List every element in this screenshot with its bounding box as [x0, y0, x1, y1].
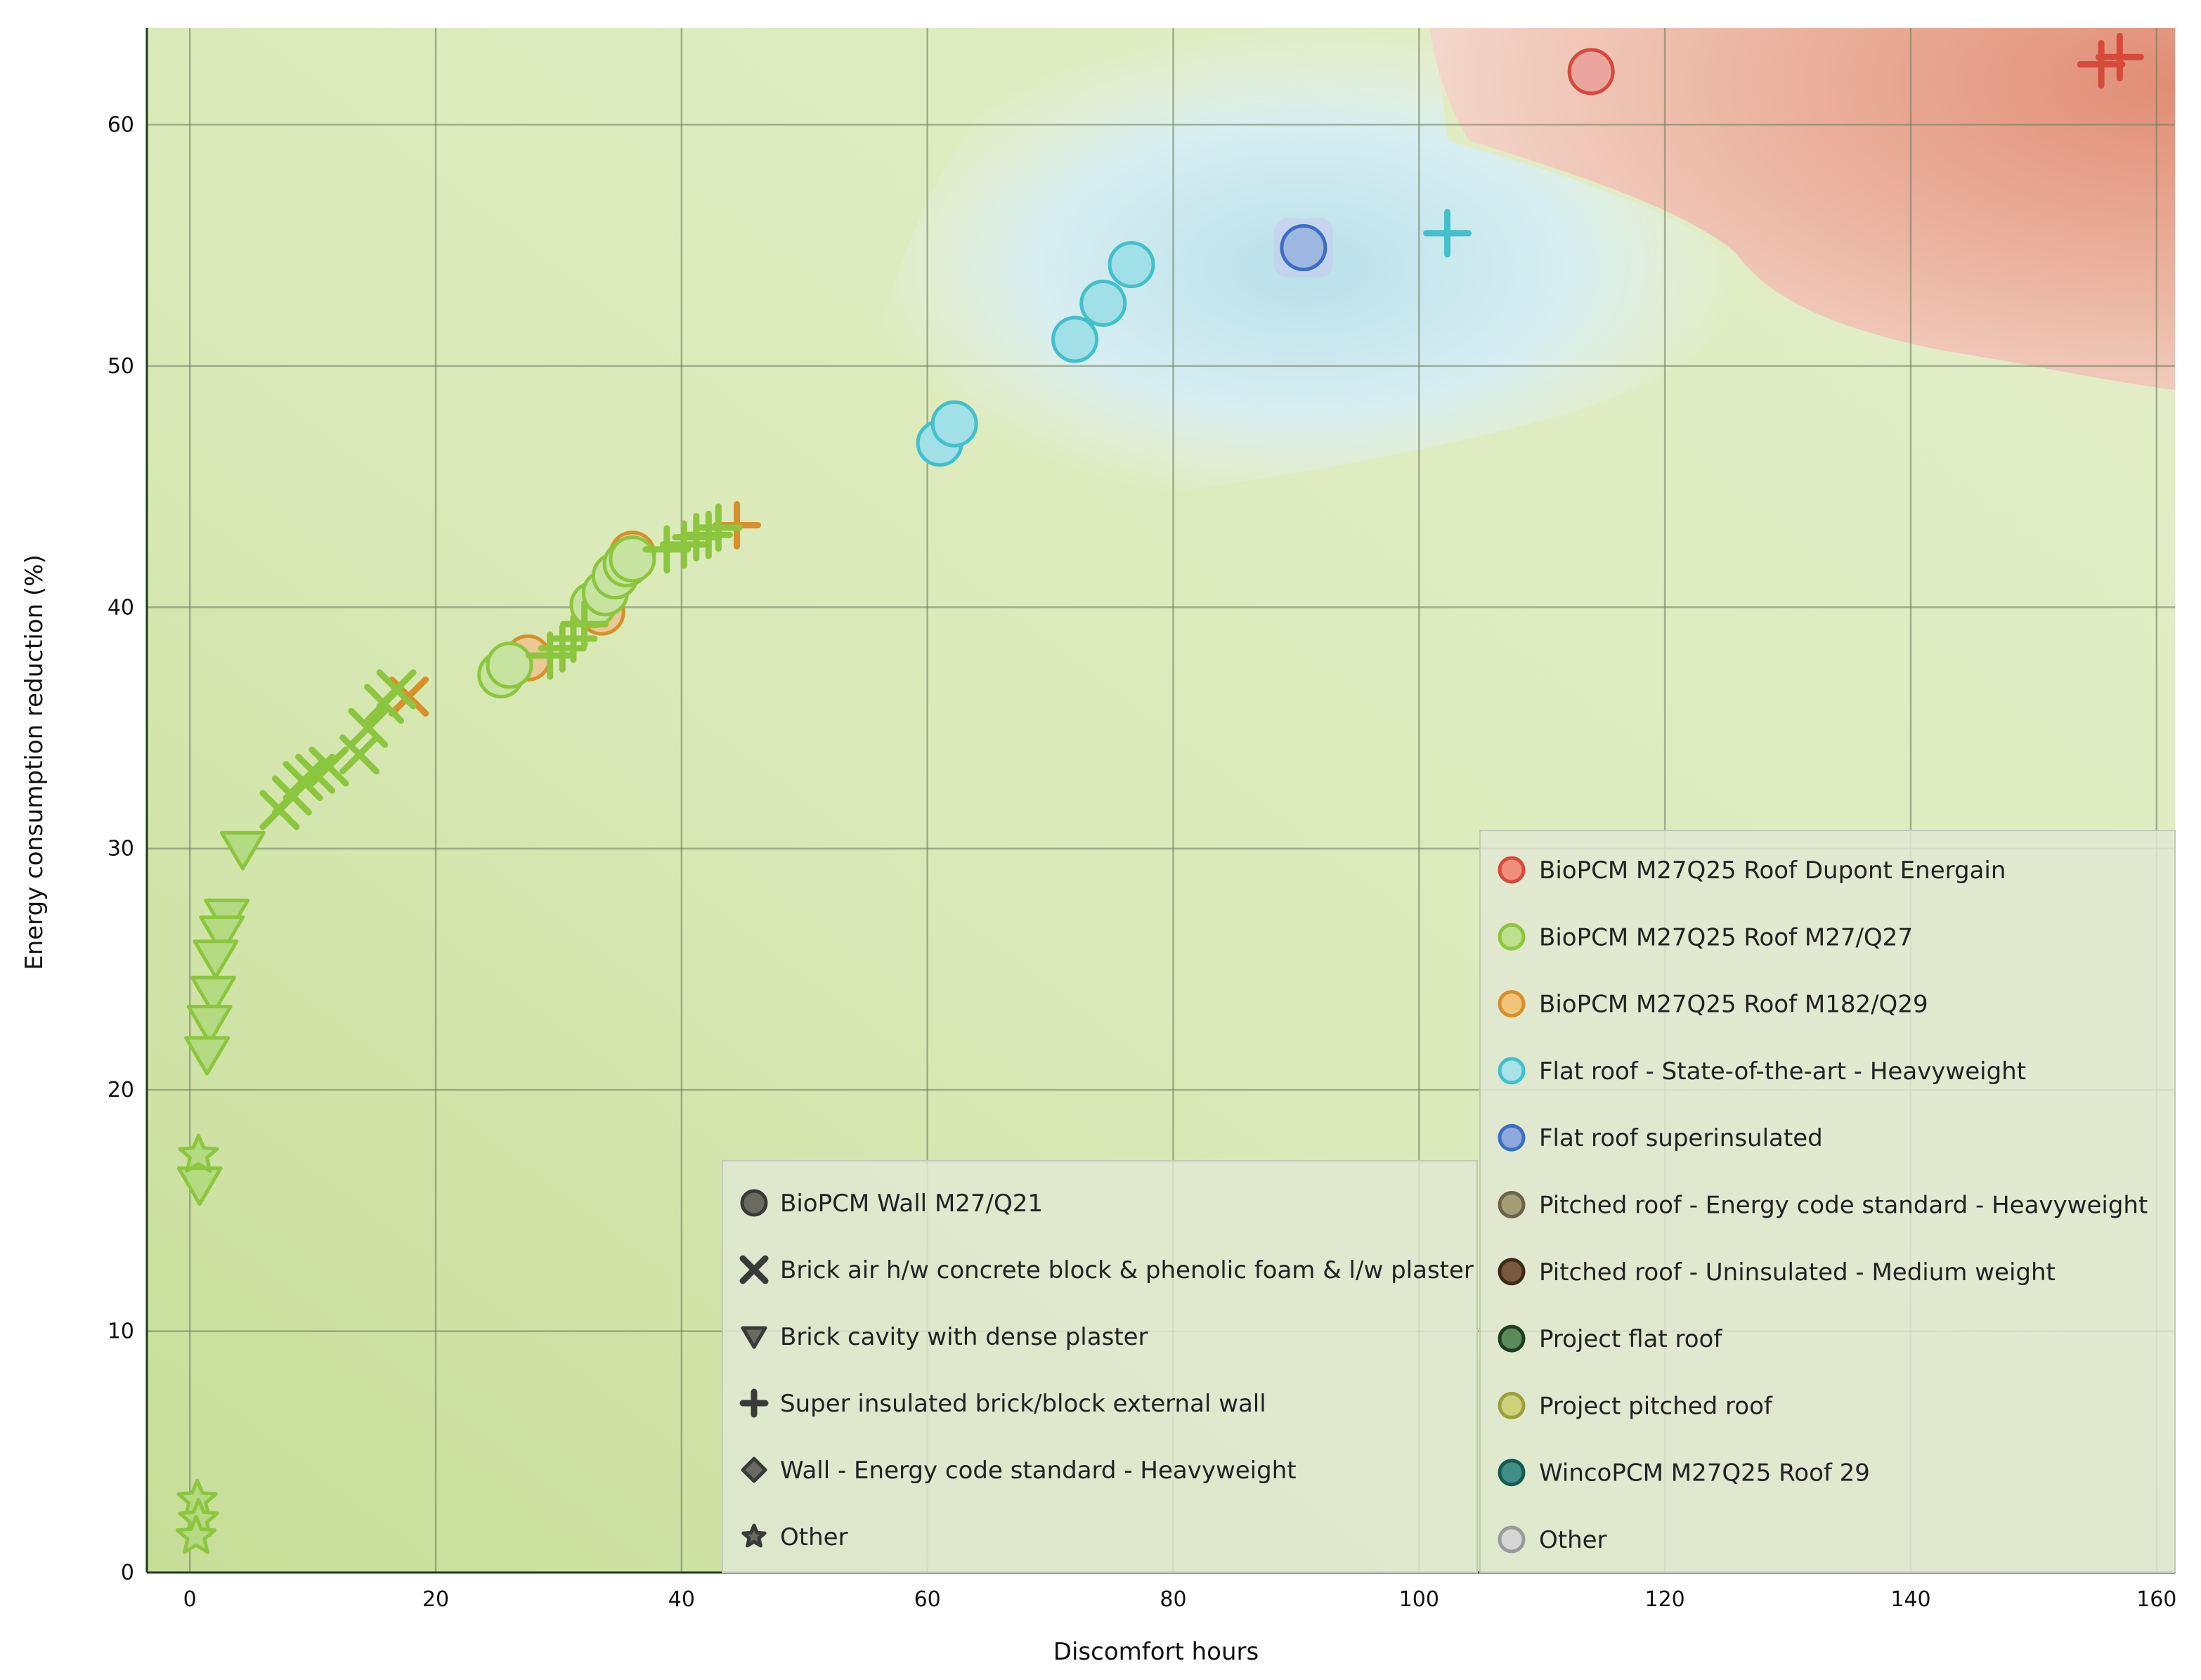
data-point	[339, 734, 380, 775]
data-point	[219, 831, 266, 871]
color-legend-label: Flat roof superinsulated	[1539, 1124, 1823, 1152]
x-tick-label: 100	[1399, 1587, 1439, 1612]
color-legend-label: Project pitched roof	[1539, 1392, 1773, 1420]
color-legend-label: Pitched roof - Uninsulated - Medium weig…	[1539, 1258, 2056, 1287]
x-axis-label: Discomfort hours	[1053, 1638, 1259, 1666]
data-point	[193, 939, 239, 979]
x-tick-label: 120	[1644, 1587, 1684, 1612]
color-legend-label: BioPCM M27Q25 Roof M182/Q29	[1539, 991, 1928, 1019]
color-legend-marker	[1498, 1057, 1526, 1085]
background-red-region	[1430, 28, 2175, 390]
data-point	[178, 1133, 219, 1173]
data-points	[175, 32, 2144, 1554]
color-legend-marker	[1498, 1459, 1526, 1487]
shape-legend: BioPCM Wall M27/Q21 Brick air h/w concret…	[722, 1160, 1478, 1573]
color-legend-marker	[1498, 856, 1526, 884]
y-tick-label: 0	[121, 1561, 134, 1585]
series-2	[1273, 218, 1333, 278]
axis-ticks: 0 20 40 60 80 100 120 140 160 0 10 20 30 40 50 60	[108, 112, 2177, 1612]
x-tick-label: 60	[914, 1587, 941, 1612]
data-point	[1108, 241, 1155, 289]
color-legend-label: Other	[1539, 1526, 1607, 1554]
data-point	[376, 669, 417, 710]
data-point	[186, 1004, 233, 1044]
color-legend-box	[1479, 830, 2176, 1573]
x-tick-label: 0	[183, 1587, 197, 1612]
y-tick-label: 10	[108, 1320, 134, 1344]
data-point	[176, 1166, 223, 1206]
data-point	[486, 642, 533, 689]
data-point	[348, 708, 389, 748]
data-point	[1079, 280, 1127, 327]
data-point	[175, 1515, 217, 1554]
color-legend-marker	[1498, 1525, 1526, 1554]
color-legend-marker	[1498, 990, 1526, 1018]
data-point	[184, 1036, 231, 1076]
y-tick-label: 40	[108, 595, 134, 620]
data-point	[2095, 32, 2144, 82]
color-legend-label: Pitched roof - Energy code standard - He…	[1539, 1192, 2148, 1220]
color-legend-marker	[1498, 1124, 1526, 1152]
x-tick-label: 140	[1890, 1587, 1930, 1612]
data-point	[1567, 48, 1615, 96]
y-axis-label: Energy consumption reduction (%)	[20, 554, 48, 970]
data-point	[2077, 40, 2126, 89]
color-legend-label: Project flat roof	[1539, 1325, 1722, 1353]
data-point	[684, 510, 733, 559]
x-tick-label: 40	[668, 1587, 695, 1612]
series-1	[916, 209, 1472, 467]
x-tick-label: 80	[1160, 1587, 1186, 1612]
shape-legend-marker	[741, 1523, 767, 1548]
shape-legend-marker	[740, 1189, 768, 1217]
data-point	[930, 400, 978, 448]
color-legend: BioPCM M27Q25 Roof Dupont Energain BioPCM…	[1479, 830, 2176, 1573]
shape-legend-label: BioPCM Wall M27/Q21	[780, 1190, 1043, 1218]
shape-legend-marker	[741, 1326, 767, 1349]
color-legend-label: BioPCM M27Q25 Roof M27/Q27	[1539, 923, 1913, 951]
data-point	[1051, 315, 1099, 363]
color-legend-marker	[1498, 923, 1526, 951]
color-legend-label: WincoPCM M27Q25 Roof 29	[1539, 1459, 1870, 1487]
data-point	[560, 599, 609, 649]
data-point	[694, 503, 743, 552]
color-legend-label: BioPCM M27Q25 Roof Dupont Energain	[1539, 857, 2006, 885]
shape-legend-label: Brick air h/w concrete block & phenolic …	[780, 1256, 1474, 1284]
color-legend-label: Flat roof - State-of-the-art - Heavyweig…	[1539, 1057, 2026, 1086]
data-point	[190, 975, 236, 1015]
data-point	[1423, 209, 1472, 258]
color-legend-marker	[1498, 1391, 1526, 1419]
color-legend-marker	[1498, 1324, 1526, 1353]
y-tick-label: 60	[108, 112, 134, 137]
data-point	[199, 915, 245, 955]
data-point	[1280, 224, 1327, 272]
x-tick-label: 20	[422, 1587, 449, 1612]
y-tick-label: 50	[108, 354, 134, 379]
shape-legend-label: Other	[780, 1523, 848, 1551]
shape-legend-marker	[741, 1457, 767, 1483]
y-tick-label: 30	[108, 837, 134, 861]
shape-legend-label: Wall - Energy code standard - Heavyweigh…	[780, 1457, 1297, 1485]
series-4	[175, 503, 743, 1554]
series-0	[1567, 32, 2144, 96]
color-legend-marker	[1498, 1258, 1526, 1286]
shape-legend-marker	[739, 1255, 769, 1284]
color-legend-marker	[1498, 1191, 1526, 1218]
shape-legend-marker	[739, 1388, 769, 1418]
shape-legend-box	[722, 1160, 1478, 1573]
x-tick-label: 160	[2136, 1587, 2176, 1612]
y-tick-label: 20	[108, 1078, 134, 1102]
shape-legend-label: Super insulated brick/block external wal…	[780, 1390, 1266, 1418]
data-point	[609, 535, 656, 583]
shape-legend-label: Brick cavity with dense plaster	[780, 1323, 1148, 1351]
data-point	[309, 746, 349, 787]
